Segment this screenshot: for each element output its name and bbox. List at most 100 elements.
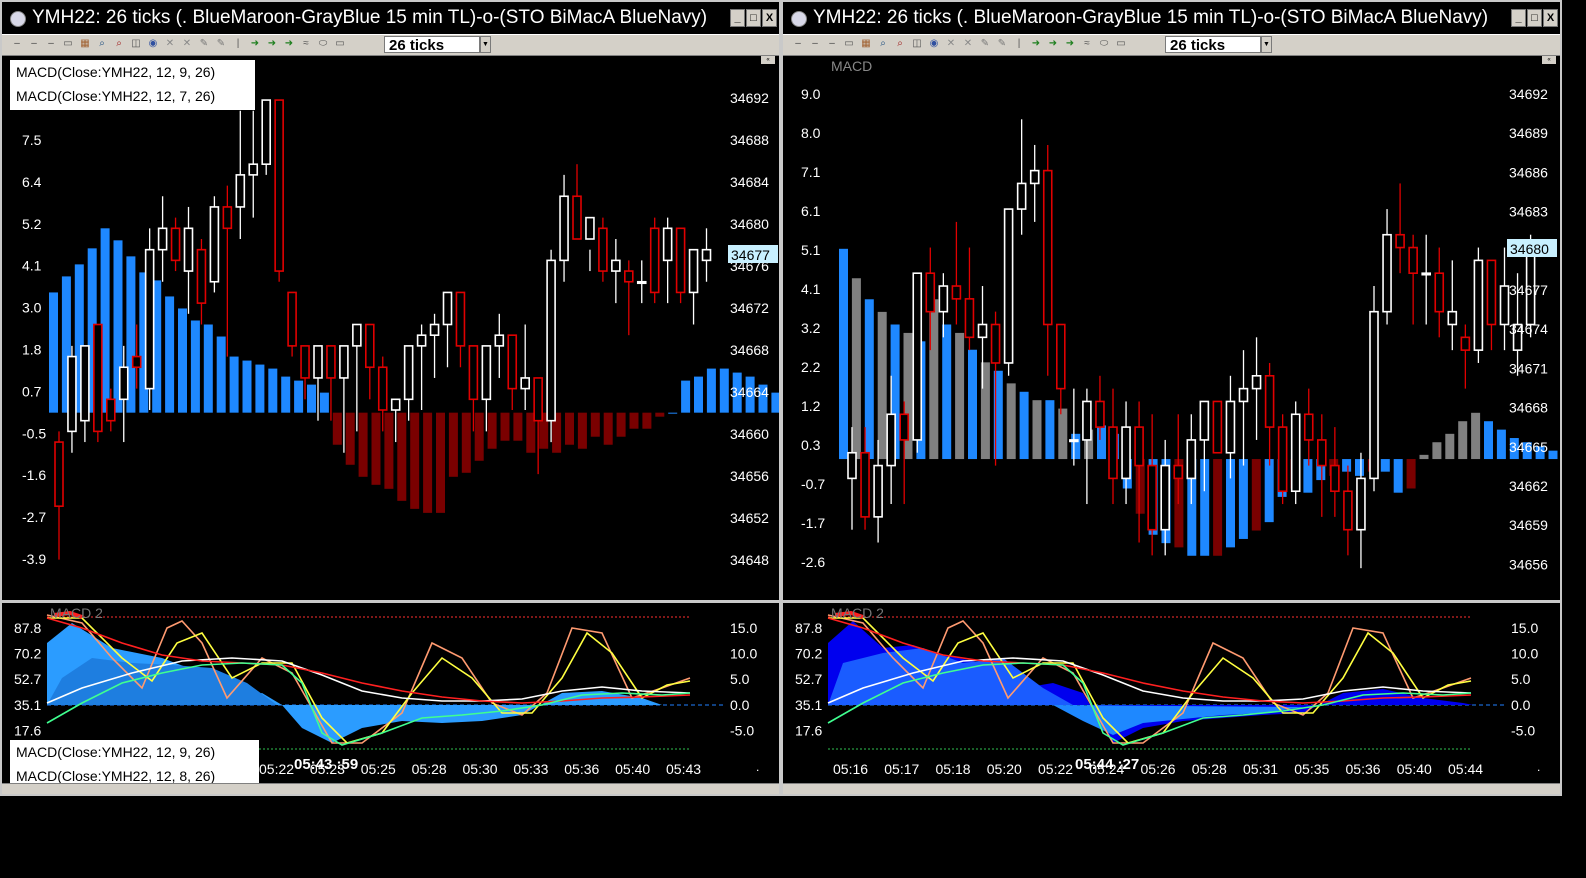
histogram-bar: [1213, 459, 1223, 556]
arrow-icon[interactable]: ➜: [1031, 38, 1041, 49]
histogram-bar: [190, 320, 200, 413]
candle-body: [1251, 374, 1262, 390]
pen-icon[interactable]: ✎: [997, 38, 1007, 49]
candle-body: [1186, 439, 1197, 480]
separator-icon[interactable]: |: [1017, 38, 1021, 49]
oscillator-right-label: 10.0: [730, 646, 757, 662]
ticks-interval-field[interactable]: 26 ticks: [384, 36, 480, 54]
zoom-in-icon[interactable]: ⌕: [99, 38, 105, 49]
delete-icon[interactable]: ✕: [963, 38, 973, 49]
app-icon[interactable]: [10, 11, 26, 27]
price-axis-label: 34648: [730, 552, 769, 568]
time-axis-label: 05:22: [1038, 761, 1073, 777]
rect-tool-icon[interactable]: ▭: [844, 38, 854, 49]
ellipse-icon[interactable]: ⬭: [1099, 38, 1109, 49]
current-price-label: 34680: [1510, 241, 1549, 257]
candle-body: [131, 355, 142, 369]
price-axis-label: 34671: [1509, 360, 1548, 376]
candle-body: [118, 366, 129, 401]
price-axis-label: 34684: [730, 174, 769, 190]
maximize-button[interactable]: □: [746, 9, 761, 27]
oscillator-panel[interactable]: 87.870.252.735.117.6 15.010.05.00.0-5.0 …: [783, 603, 1560, 786]
close-button[interactable]: X: [1543, 9, 1558, 27]
histogram-bar: [178, 308, 187, 413]
box-icon[interactable]: ▭: [335, 38, 345, 49]
histogram-bar: [152, 280, 162, 413]
grid-icon[interactable]: ▦: [861, 38, 871, 49]
arrow-icon[interactable]: ➜: [267, 38, 277, 49]
ellipse-icon[interactable]: ⬭: [318, 38, 328, 49]
bubble-icon[interactable]: ◉: [929, 38, 939, 49]
delete-icon[interactable]: ✕: [946, 38, 956, 49]
oscillator-right-label: 15.0: [730, 620, 757, 636]
histogram-bar: [839, 248, 848, 460]
macd-axis-label: -2.6: [801, 554, 825, 570]
histogram-bar: [577, 412, 587, 449]
separator-icon[interactable]: |: [236, 38, 240, 49]
window-title-bar[interactable]: YMH22: 26 ticks (. BlueMaroon-GrayBlue 1…: [783, 2, 1560, 34]
macd-axis-label: 4.1: [801, 281, 821, 297]
histogram-bar: [1084, 429, 1094, 460]
histogram-bar: [1342, 459, 1352, 472]
histogram-bar: [423, 412, 433, 513]
panel-splitter[interactable]: [783, 600, 1560, 603]
delete-icon[interactable]: ✕: [165, 38, 175, 49]
line-tool-icon[interactable]: –: [48, 38, 54, 49]
wave-icon[interactable]: ≈: [303, 38, 309, 49]
window-icon[interactable]: ◫: [912, 38, 922, 49]
line-tool-icon[interactable]: –: [812, 38, 818, 49]
horizontal-scrollbar[interactable]: [2, 783, 779, 794]
histogram-bar: [1548, 450, 1558, 460]
window-icon[interactable]: ◫: [131, 38, 141, 49]
line-tool-icon[interactable]: –: [31, 38, 37, 49]
arrow-icon[interactable]: ➜: [250, 38, 260, 49]
histogram-bar: [49, 292, 58, 413]
panel-collapse-icon[interactable]: «: [1542, 56, 1556, 64]
minimize-button[interactable]: _: [1511, 9, 1526, 27]
rect-tool-icon[interactable]: ▭: [63, 38, 73, 49]
zoom-in-icon[interactable]: ⌕: [880, 38, 886, 49]
box-icon[interactable]: ▭: [1116, 38, 1126, 49]
pen-icon[interactable]: ✎: [216, 38, 226, 49]
pen-icon[interactable]: ✎: [199, 38, 209, 49]
line-tool-icon[interactable]: –: [795, 38, 801, 49]
maximize-button[interactable]: □: [1527, 9, 1542, 27]
histogram-bar: [1471, 412, 1481, 460]
zoom-out-icon[interactable]: ⌕: [116, 38, 122, 49]
window-title-bar[interactable]: YMH22: 26 ticks (. BlueMaroon-GrayBlue 1…: [2, 2, 779, 34]
histogram-bar: [968, 349, 977, 460]
macd-histogram: [49, 228, 779, 513]
scroll-marker: .: [756, 760, 759, 774]
ticks-dropdown-button[interactable]: ▼: [480, 36, 491, 53]
panel-collapse-icon[interactable]: «: [761, 56, 775, 64]
zoom-out-icon[interactable]: ⌕: [897, 38, 903, 49]
delete-icon[interactable]: ✕: [182, 38, 192, 49]
close-button[interactable]: X: [762, 9, 777, 27]
ticks-interval-field[interactable]: 26 ticks: [1165, 36, 1261, 54]
oscillator-panel[interactable]: 87.870.252.735.117.6 15.010.05.00.0-5.0 …: [2, 603, 779, 786]
histogram-bar: [332, 412, 342, 445]
horizontal-scrollbar[interactable]: [783, 783, 1560, 794]
wave-icon[interactable]: ≈: [1084, 38, 1090, 49]
upper-panel-label: MACD: [831, 58, 872, 74]
app-icon[interactable]: [791, 11, 807, 27]
grid-icon[interactable]: ▦: [80, 38, 90, 49]
panel-splitter[interactable]: [2, 600, 779, 603]
ticks-dropdown-button[interactable]: ▼: [1261, 36, 1272, 53]
arrow-icon[interactable]: ➜: [284, 38, 294, 49]
price-chart-panel[interactable]: 7.5 6.4 5.2 4.1 3.0 1.8 0.7 -0.5 -1.6 -2.7 -3.9 34…: [2, 56, 779, 601]
line-tool-icon[interactable]: –: [829, 38, 835, 49]
histogram-bar: [642, 412, 652, 429]
price-chart-panel[interactable]: 9.0 8.0 7.1 6.1 5.1 4.1 3.2 2.2 1.2 0.3 -0.7 -1.7 -2…: [783, 56, 1560, 601]
bubble-icon[interactable]: ◉: [148, 38, 158, 49]
pen-icon[interactable]: ✎: [980, 38, 990, 49]
line-tool-icon[interactable]: –: [14, 38, 20, 49]
macd-axis-label: 8.0: [801, 125, 821, 141]
histogram-bar: [1174, 459, 1184, 548]
histogram-bar: [500, 412, 510, 441]
macd-axis-labels: 7.5 6.4 5.2 4.1 3.0 1.8 0.7 -0.5 -1.6 -2.7 -3.9: [22, 132, 46, 567]
arrow-icon[interactable]: ➜: [1065, 38, 1075, 49]
minimize-button[interactable]: _: [730, 9, 745, 27]
arrow-icon[interactable]: ➜: [1048, 38, 1058, 49]
histogram-bar: [203, 324, 213, 413]
